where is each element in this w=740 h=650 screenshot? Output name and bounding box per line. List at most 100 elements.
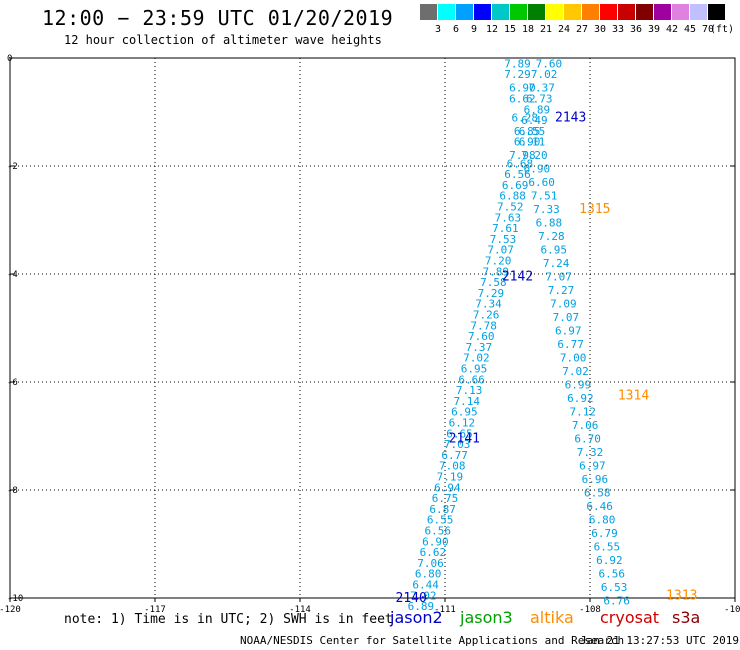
wave-height-label: 6.11 xyxy=(519,136,546,149)
wave-height-label: 6.95 xyxy=(451,406,478,419)
wave-height-label: 6.99 xyxy=(565,379,592,392)
scale-swatch xyxy=(456,4,473,20)
scale-label: 33 xyxy=(611,24,625,35)
scale-swatch xyxy=(510,4,527,20)
wave-height-label: 6.62 xyxy=(509,93,536,106)
wave-height-label: 6.58 xyxy=(584,487,611,500)
wave-height-label: 7.89 xyxy=(504,57,531,70)
scale-label: 18 xyxy=(521,24,535,35)
note-text: note: 1) Time is in UTC; 2) SWH is in fe… xyxy=(64,612,393,627)
wave-height-label: 6.96 xyxy=(582,473,609,486)
wave-height-label: 7.08 xyxy=(439,460,466,473)
wave-height-label: 6.12 xyxy=(449,417,476,430)
wave-height-label: 6.60 xyxy=(528,176,555,189)
wave-height-label: 6.49 xyxy=(521,114,548,127)
wave-height-label: 7.78 xyxy=(470,319,497,332)
legend-jason2: jason2 xyxy=(390,608,443,627)
plot-frame xyxy=(9,57,736,599)
wave-height-label: 7.29 xyxy=(478,287,505,300)
wave-height-label: 6.62 xyxy=(420,546,447,559)
wave-height-label: 6.53 xyxy=(601,581,628,594)
wave-height-label: 6.92 xyxy=(567,392,594,405)
legend-cryosat: cryosat xyxy=(600,608,660,627)
y-tick-label: 0 xyxy=(7,54,12,64)
scale-swatch xyxy=(708,4,725,20)
wave-height-label: 6.56 xyxy=(504,168,531,181)
wave-height-label: 7.13 xyxy=(456,384,483,397)
wave-height-label: 7.02 xyxy=(463,352,490,365)
chart-subtitle: 12 hour collection of altimeter wave hei… xyxy=(64,33,382,47)
scale-label: 27 xyxy=(575,24,589,35)
wave-height-label: 6.55 xyxy=(427,514,454,527)
wave-height-label: 6.70 xyxy=(574,433,601,446)
scale-swatch xyxy=(528,4,545,20)
y-tick-label: -2 xyxy=(7,162,18,172)
wave-height-label: 6.85 xyxy=(514,125,541,138)
scale-label: 39 xyxy=(647,24,661,35)
pass-number-label: 2143 xyxy=(555,110,586,125)
wave-height-label: 6.89 xyxy=(524,103,551,116)
wave-height-label: 6.97 xyxy=(579,460,606,473)
wave-height-label: 7.09 xyxy=(550,298,577,311)
footer-timestamp: Jan 21 13:27:53 UTC 2019 xyxy=(580,634,739,647)
wave-height-label: 6.88 xyxy=(536,217,563,230)
scale-label: 24 xyxy=(557,24,571,35)
wave-height-label: 6.44 xyxy=(412,579,439,592)
wave-height-label: 7.00 xyxy=(560,352,587,365)
wave-height-label: 6.79 xyxy=(591,527,618,540)
wave-height-label: 6.80 xyxy=(589,514,616,527)
y-tick-label: -10 xyxy=(7,594,23,604)
wave-height-label: 7.37 xyxy=(466,341,493,354)
scale-label: 3 xyxy=(434,24,442,35)
wave-height-label: 6.89 xyxy=(408,600,435,613)
wave-height-label: 6.95 xyxy=(541,244,568,257)
scale-swatch xyxy=(690,4,707,20)
wave-height-label: 7.29 xyxy=(504,68,531,81)
scale-swatch xyxy=(672,4,689,20)
wave-height-label: 7.19 xyxy=(437,471,464,484)
wave-height-label: 7.60 xyxy=(468,330,495,343)
scale-label: 36 xyxy=(629,24,643,35)
wave-height-label: 7.07 xyxy=(545,271,572,284)
scale-label: 6 xyxy=(452,24,460,35)
x-tick-label: -108 xyxy=(579,605,601,615)
wave-height-label: 7.98 xyxy=(509,149,536,162)
legend-jason3: jason3 xyxy=(460,608,513,627)
wave-height-label: 6.28 xyxy=(512,111,539,124)
wave-height-label: 6.76 xyxy=(603,595,630,608)
scale-label: 15 xyxy=(503,24,517,35)
y-tick-label: -6 xyxy=(7,378,18,388)
pass-number-label: 2140 xyxy=(396,591,427,606)
wave-height-label: 6.94 xyxy=(434,481,461,494)
wave-height-label: 7.02 xyxy=(562,365,589,378)
scale-swatch xyxy=(636,4,653,20)
wave-height-label: 7.61 xyxy=(492,222,519,235)
x-tick-label: -120 xyxy=(0,605,21,615)
pass-number-label: 1314 xyxy=(618,389,649,404)
wave-height-label: 7.02 xyxy=(410,589,437,602)
x-tick-label: -117 xyxy=(144,605,166,615)
wave-height-label: 7.60 xyxy=(536,57,563,70)
wave-height-label: 6.66 xyxy=(458,373,485,386)
wave-height-label: 7.58 xyxy=(480,276,507,289)
footer-credit: NOAA/NESDIS Center for Satellite Applica… xyxy=(240,634,625,647)
scale-swatch xyxy=(420,4,437,20)
wave-height-label: 7.02 xyxy=(531,68,558,81)
wave-height-label: 7.89 xyxy=(483,265,510,278)
y-tick-label: -4 xyxy=(7,270,18,280)
scale-label: 30 xyxy=(593,24,607,35)
wave-height-label: 7.03 xyxy=(444,438,471,451)
wave-height-label: 6.88 xyxy=(499,190,526,203)
pass-number-label: 2142 xyxy=(502,270,533,285)
wave-height-label: 6.90 xyxy=(509,82,536,95)
scale-label: 45 xyxy=(683,24,697,35)
wave-height-label: 6.77 xyxy=(557,338,584,351)
wave-height-label: 7.27 xyxy=(548,284,575,297)
wave-height-label: 6.90 xyxy=(524,163,551,176)
scale-label: 70 xyxy=(701,24,715,35)
wave-height-label: 7.28 xyxy=(538,230,565,243)
scale-swatch xyxy=(654,4,671,20)
wave-height-label: 7.33 xyxy=(533,203,560,216)
scale-swatch xyxy=(438,4,455,20)
